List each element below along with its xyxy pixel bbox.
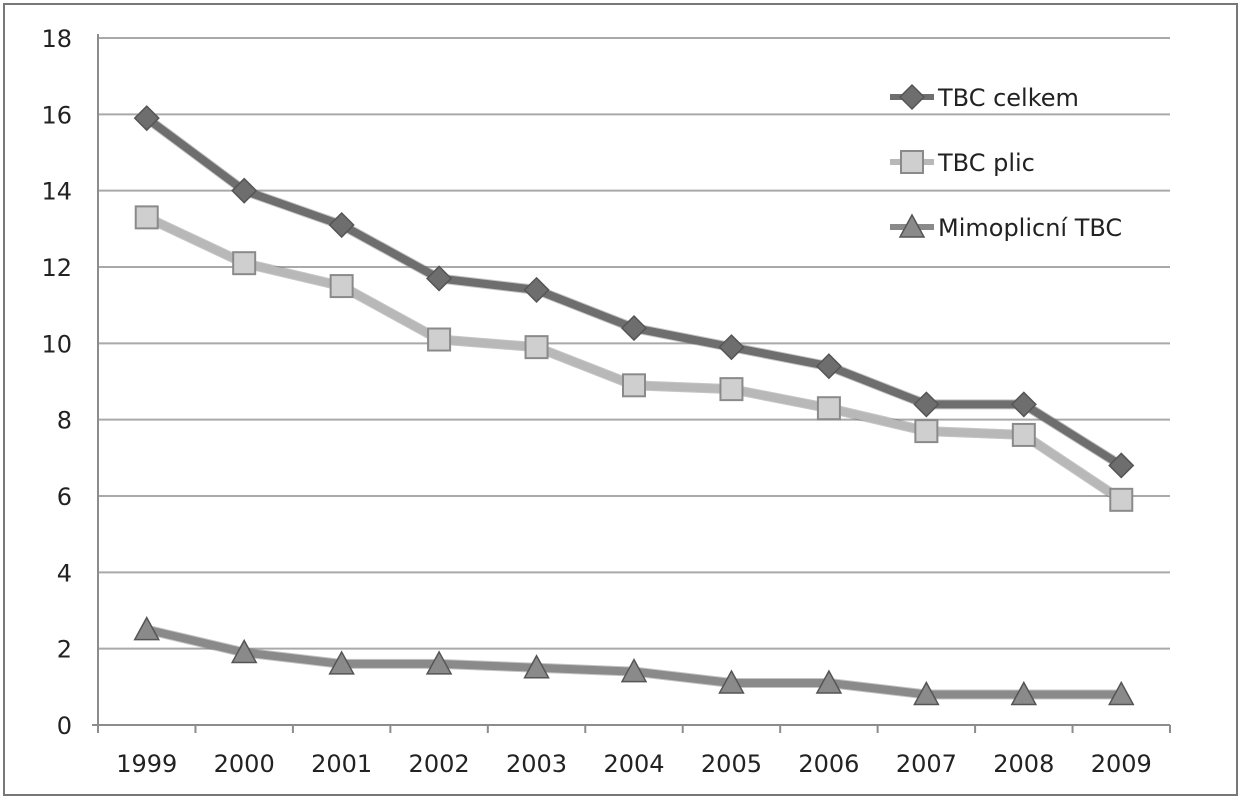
data-point xyxy=(815,669,843,694)
data-point xyxy=(523,276,550,303)
y-tick-label: 12 xyxy=(41,254,72,282)
data-point xyxy=(329,274,354,299)
data-point xyxy=(622,373,646,398)
data-point xyxy=(523,654,550,679)
data-point xyxy=(913,680,940,706)
data-point xyxy=(426,265,453,292)
y-tick-label: 18 xyxy=(41,25,72,53)
legend-marker-diamond xyxy=(898,83,926,111)
y-tick-label: 0 xyxy=(57,712,72,740)
data-point xyxy=(620,658,648,683)
series-layer xyxy=(133,105,1135,706)
x-tick-label: 2000 xyxy=(214,750,275,778)
data-point xyxy=(816,396,841,421)
y-tick-label: 6 xyxy=(57,483,72,511)
data-point xyxy=(718,334,745,361)
x-tick-label: 2001 xyxy=(311,750,372,778)
x-tick-label: 2003 xyxy=(506,750,567,778)
series-line-shadow xyxy=(144,212,1125,504)
data-point xyxy=(1011,422,1036,447)
x-tick-label: 2007 xyxy=(896,750,957,778)
legend-label: Mimoplicní TBC xyxy=(938,214,1122,242)
legend-label: TBC plic xyxy=(937,149,1035,177)
data-point xyxy=(620,315,648,342)
data-point xyxy=(1010,680,1038,706)
legend-label: TBC celkem xyxy=(937,84,1079,112)
data-point xyxy=(427,327,452,352)
x-tick-label: 1999 xyxy=(116,750,177,778)
chart-frame xyxy=(3,3,1238,796)
series-line-2 xyxy=(145,213,1124,504)
y-tick-label: 4 xyxy=(57,559,72,587)
data-point xyxy=(134,205,159,230)
data-point xyxy=(425,650,453,675)
data-point xyxy=(815,353,842,380)
legend-marker-triangle xyxy=(898,213,926,238)
data-point xyxy=(230,638,258,664)
x-tick-label: 2005 xyxy=(701,750,762,778)
data-point xyxy=(133,616,160,641)
data-point xyxy=(232,251,257,276)
y-tick-label: 16 xyxy=(41,101,72,129)
data-point xyxy=(328,211,355,239)
data-point xyxy=(914,419,939,444)
data-point xyxy=(328,650,355,675)
y-tick-label: 10 xyxy=(41,330,72,358)
y-tick-label: 8 xyxy=(57,407,72,435)
data-point xyxy=(1108,680,1135,706)
data-point xyxy=(719,377,744,402)
x-tick-label: 2002 xyxy=(409,750,470,778)
data-point xyxy=(231,177,258,204)
data-point xyxy=(718,669,745,694)
data-point xyxy=(1109,487,1134,512)
data-point xyxy=(913,391,940,418)
axis-layer: 0 2 4 6 8 10 12 14 16 18 1999 2000 2001 2002 2003 2004 2… xyxy=(41,25,1171,778)
y-tick-label: 2 xyxy=(57,636,72,664)
data-point xyxy=(1108,452,1135,479)
x-tick-label: 2008 xyxy=(993,750,1054,778)
x-tick-label: 2004 xyxy=(603,750,664,778)
data-point xyxy=(133,105,160,132)
legend-marker-square xyxy=(900,150,924,174)
x-tick-label: 2009 xyxy=(1091,750,1152,778)
data-point xyxy=(524,335,549,360)
y-tick-label: 14 xyxy=(41,178,72,206)
x-tick-label: 2006 xyxy=(798,750,859,778)
data-point xyxy=(1010,391,1037,418)
legend: TBC celkem TBC plic Mimoplicní TBC xyxy=(890,83,1122,242)
